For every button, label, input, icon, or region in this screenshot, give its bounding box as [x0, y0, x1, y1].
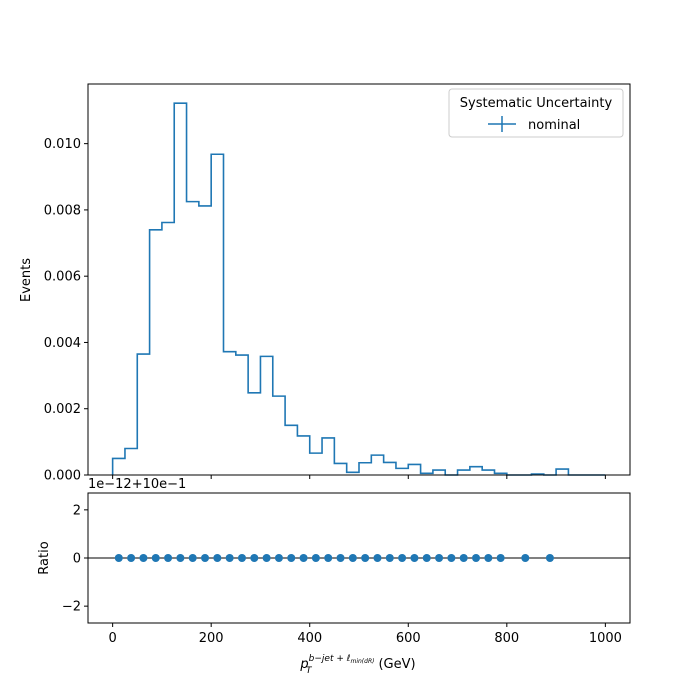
ratio-point — [287, 554, 296, 562]
ratio-point — [410, 554, 419, 562]
ratio-axes-frame — [87, 492, 631, 624]
ratio-point — [472, 554, 481, 562]
ratio-point — [299, 554, 308, 562]
main-axes-frame — [87, 83, 631, 476]
ratio-point — [545, 554, 554, 562]
main-x-ticks — [112, 475, 606, 479]
ratio-point — [348, 554, 357, 562]
ratio-x-tick-label: 1000 — [589, 631, 622, 646]
ratio-point — [237, 554, 246, 562]
main-y-tick-label: 0.004 — [44, 336, 81, 351]
legend: Systematic Uncertainty nominal — [448, 88, 624, 138]
x-axis-label-superscript: b−jet + ℓ — [309, 654, 351, 664]
main-y-tick-label: 0.002 — [44, 402, 81, 417]
ratio-point — [176, 554, 185, 562]
ratio-point — [151, 554, 160, 562]
ratio-point — [188, 554, 197, 562]
x-axis-label-subscript: T — [306, 666, 313, 676]
ratio-point — [521, 554, 530, 562]
ratio-point — [361, 554, 370, 562]
ratio-point — [201, 554, 210, 562]
legend-box — [448, 88, 624, 138]
ratio-point — [127, 554, 136, 562]
ratio-x-tick-label: 800 — [494, 631, 519, 646]
ratio-point — [496, 554, 505, 562]
x-axis-label-superscript-sub: min(dR) — [350, 658, 374, 665]
x-axis-label-prefix: p — [299, 657, 308, 672]
main-y-axis-label: Events — [19, 258, 34, 302]
ratio-point — [311, 554, 320, 562]
ratio-point — [262, 554, 271, 562]
ratio-y-tick-label: −2 — [62, 600, 81, 615]
histogram-series-nominal — [111, 102, 606, 476]
main-y-tick-label: 0.006 — [44, 270, 81, 285]
ratio-point — [274, 554, 283, 562]
ratio-point — [484, 554, 493, 562]
main-y-tick-label: 0.000 — [44, 469, 81, 484]
ratio-x-ticks: 0 200 400 600 800 1000 — [108, 623, 622, 646]
ratio-point — [250, 554, 259, 562]
ratio-x-tick-label: 200 — [199, 631, 224, 646]
main-panel: 0.000 0.002 0.004 0.006 0.008 0.010 Events Sy… — [19, 83, 631, 484]
ratio-point — [225, 554, 234, 562]
ratio-y-axis-label: Ratio — [37, 541, 52, 574]
legend-entry-nominal: nominal — [528, 118, 580, 133]
x-axis-label: pb−jet + ℓmin(dR) (GeV) — [299, 654, 415, 672]
ratio-x-tick-label: 400 — [297, 631, 322, 646]
ratio-x-tick-label: 600 — [396, 631, 421, 646]
ratio-point — [373, 554, 382, 562]
ratio-point — [435, 554, 444, 562]
ratio-point — [164, 554, 173, 562]
main-y-tick-label: 0.008 — [44, 203, 81, 218]
ratio-points — [114, 554, 554, 562]
ratio-panel: 1e−12+10e−1 2 0 −2 0 200 400 600 800 1000 Ratio… — [37, 477, 631, 676]
ratio-point — [213, 554, 222, 562]
ratio-y-tick-label: 0 — [73, 552, 81, 567]
ratio-point — [336, 554, 345, 562]
ratio-point — [459, 554, 468, 562]
ratio-offset-text: 1e−12+10e−1 — [88, 477, 186, 492]
main-y-tick-label: 0.010 — [44, 137, 81, 152]
main-y-ticks: 0.000 0.002 0.004 0.006 0.008 0.010 — [44, 137, 88, 484]
ratio-point — [385, 554, 394, 562]
ratio-y-ticks: 2 0 −2 — [62, 503, 88, 615]
ratio-x-tick-label: 0 — [108, 631, 116, 646]
legend-title: Systematic Uncertainty — [460, 96, 613, 111]
x-axis-label-unit: (GeV) — [378, 657, 415, 672]
histogram-step-line — [111, 102, 606, 476]
ratio-point — [398, 554, 407, 562]
ratio-point — [114, 554, 123, 562]
ratio-point — [139, 554, 148, 562]
ratio-y-tick-label: 2 — [73, 503, 81, 518]
ratio-point — [324, 554, 333, 562]
ratio-point — [422, 554, 431, 562]
ratio-point — [447, 554, 456, 562]
